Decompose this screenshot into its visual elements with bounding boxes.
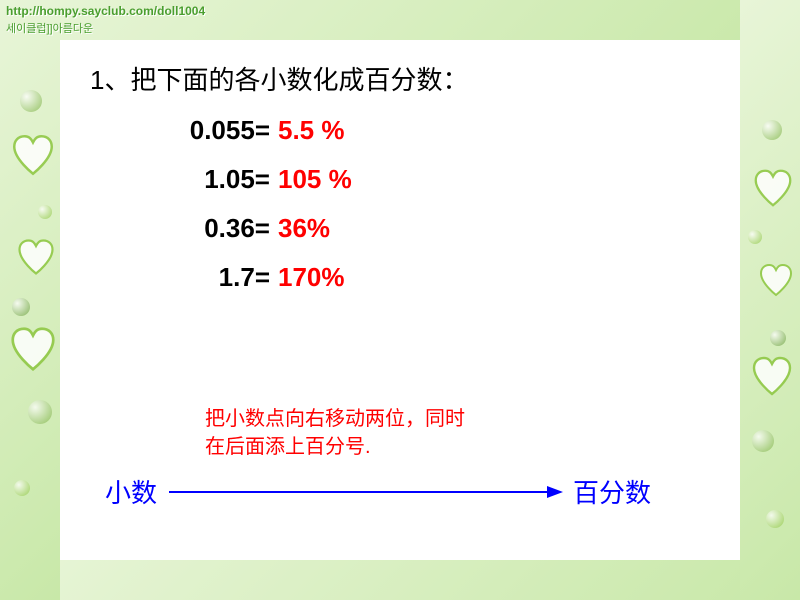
- conversion-diagram: 小数 百分数: [105, 473, 651, 510]
- heart-icon: [756, 260, 796, 300]
- decimal-label: 小数: [105, 473, 157, 510]
- equation-left: 1.05=: [140, 164, 270, 195]
- explanation-text: 把小数点向右移动两位，同时 在后面添上百分号.: [205, 405, 465, 461]
- border-bottom: [0, 560, 800, 600]
- percent-label: 百分数: [573, 473, 651, 510]
- bubble-icon: [752, 430, 774, 452]
- bubble-icon: [748, 230, 762, 244]
- equation-left: 1.7=: [140, 262, 270, 293]
- bubble-icon: [766, 510, 784, 528]
- heart-icon: [748, 352, 796, 400]
- heart-icon: [8, 130, 58, 180]
- content-area: 1、把下面的各小数化成百分数： 0.055= 5.5 % 1.05= 105 % 0.3…: [90, 60, 730, 311]
- bubble-icon: [12, 298, 30, 316]
- arrow-icon: [165, 482, 565, 502]
- equation-row: 1.7= 170%: [140, 262, 730, 293]
- equation-right: 170%: [278, 262, 345, 292]
- bubble-icon: [14, 480, 30, 496]
- watermark-subtitle: 세이클럽]]아름다운: [6, 20, 93, 36]
- equation-right: 5.5 %: [278, 115, 345, 145]
- bubble-icon: [28, 400, 52, 424]
- equation-right: 36%: [278, 213, 330, 243]
- equations-list: 0.055= 5.5 % 1.05= 105 % 0.36= 36% 1.7= 170%: [90, 115, 730, 293]
- bubble-icon: [38, 205, 52, 219]
- explanation-line-1: 把小数点向右移动两位，同时: [205, 405, 465, 433]
- bubble-icon: [770, 330, 786, 346]
- watermark-url: http://hompy.sayclub.com/doll1004: [6, 4, 205, 18]
- heart-icon: [6, 322, 60, 376]
- equation-right: 105 %: [278, 164, 352, 194]
- equation-left: 0.055=: [140, 115, 270, 146]
- equation-row: 0.055= 5.5 %: [140, 115, 730, 146]
- equation-left: 0.36=: [140, 213, 270, 244]
- explanation-line-2: 在后面添上百分号.: [205, 433, 465, 461]
- equation-row: 1.05= 105 %: [140, 164, 730, 195]
- heart-icon: [750, 165, 796, 211]
- bubble-icon: [762, 120, 782, 140]
- heart-icon: [14, 235, 58, 279]
- equation-row: 0.36= 36%: [140, 213, 730, 244]
- question-title: 1、把下面的各小数化成百分数：: [90, 60, 730, 97]
- bubble-icon: [20, 90, 42, 112]
